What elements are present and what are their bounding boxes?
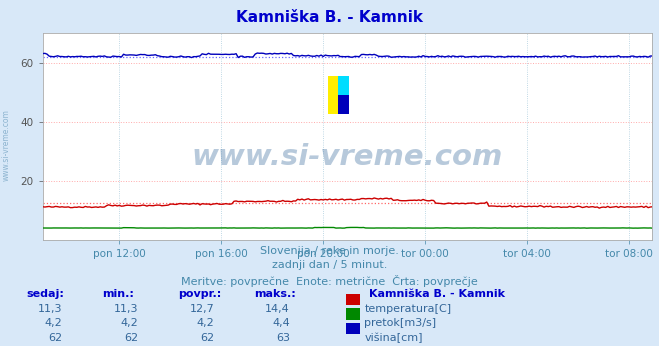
Text: www.si-vreme.com: www.si-vreme.com <box>2 109 11 181</box>
Bar <box>339 95 349 114</box>
Bar <box>339 76 349 95</box>
Text: Slovenija / reke in morje.: Slovenija / reke in morje. <box>260 246 399 256</box>
Text: 12,7: 12,7 <box>189 304 214 314</box>
Text: min.:: min.: <box>102 289 134 299</box>
Text: sedaj:: sedaj: <box>26 289 64 299</box>
Text: 4,4: 4,4 <box>272 318 290 328</box>
Text: Kamniška B. - Kamnik: Kamniška B. - Kamnik <box>369 289 505 299</box>
Text: 4,2: 4,2 <box>196 318 214 328</box>
Text: pretok[m3/s]: pretok[m3/s] <box>364 318 436 328</box>
Text: 11,3: 11,3 <box>114 304 138 314</box>
Text: Meritve: povprečne  Enote: metrične  Črta: povprečje: Meritve: povprečne Enote: metrične Črta:… <box>181 275 478 287</box>
Text: 14,4: 14,4 <box>265 304 290 314</box>
Text: www.si-vreme.com: www.si-vreme.com <box>192 144 503 171</box>
Text: povpr.:: povpr.: <box>178 289 221 299</box>
Text: 62: 62 <box>125 333 138 343</box>
Text: Kamniška B. - Kamnik: Kamniška B. - Kamnik <box>236 10 423 25</box>
Text: višina[cm]: višina[cm] <box>364 333 423 343</box>
Text: 4,2: 4,2 <box>121 318 138 328</box>
Text: 63: 63 <box>276 333 290 343</box>
Text: 62: 62 <box>49 333 63 343</box>
Text: 62: 62 <box>200 333 214 343</box>
Text: maks.:: maks.: <box>254 289 295 299</box>
Text: 11,3: 11,3 <box>38 304 63 314</box>
Text: zadnji dan / 5 minut.: zadnji dan / 5 minut. <box>272 260 387 270</box>
Bar <box>328 76 339 114</box>
Text: temperatura[C]: temperatura[C] <box>364 304 451 314</box>
Text: 4,2: 4,2 <box>45 318 63 328</box>
